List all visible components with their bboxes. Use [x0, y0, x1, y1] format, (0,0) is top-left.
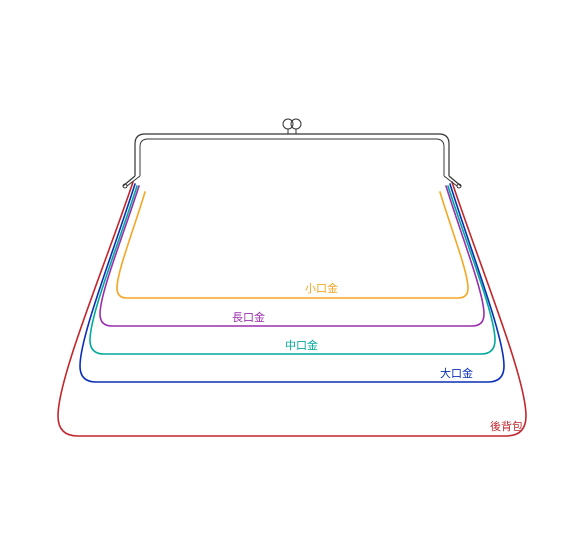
label-backpack: 後背包 [490, 419, 523, 433]
outline-small [117, 192, 468, 298]
label-large: 大口金 [440, 366, 473, 380]
label-small: 小口金 [305, 281, 338, 295]
bag-size-diagram: 小口金長口金中口金大口金後背包 [0, 0, 583, 551]
label-long: 長口金 [232, 310, 265, 324]
label-medium: 中口金 [285, 338, 318, 352]
outline-large [80, 184, 504, 382]
outline-medium [90, 186, 495, 354]
clasp-frame [123, 119, 461, 188]
outline-long [100, 186, 484, 326]
